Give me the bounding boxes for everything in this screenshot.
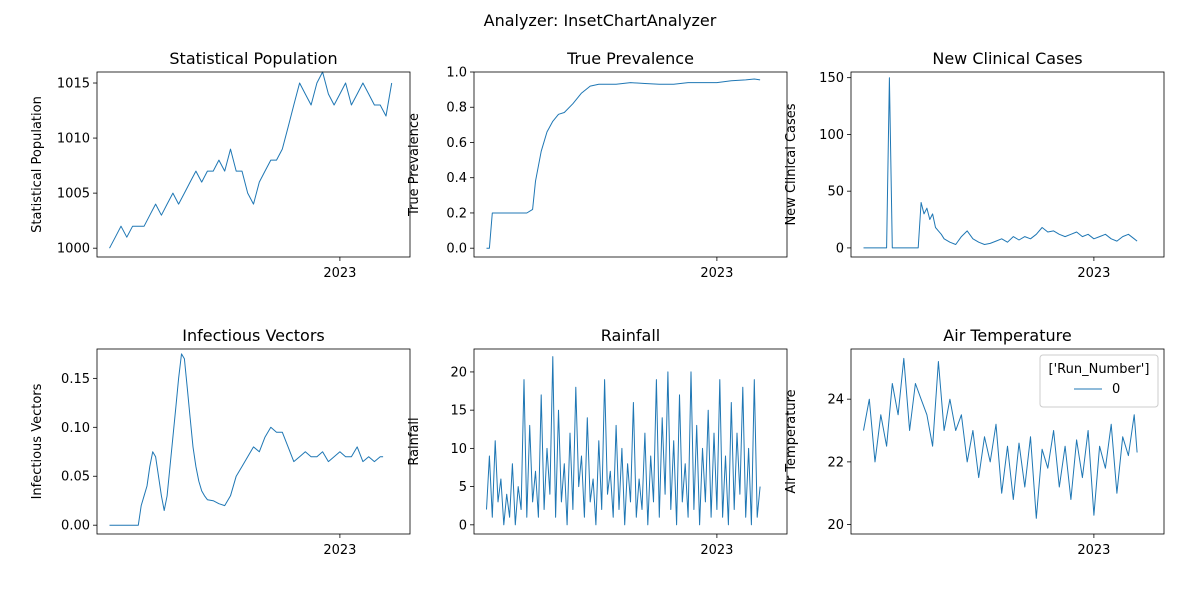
y-axis-label: New Clinical Cases	[784, 103, 799, 225]
x-tick-label: 2023	[700, 266, 733, 281]
axes-frame	[96, 71, 411, 258]
legend-title: ['Run_Number']	[1049, 362, 1150, 377]
y-tick-label: 1015	[57, 77, 90, 92]
y-tick-label: 0.6	[446, 136, 467, 151]
y-axis-label: True Prevalence	[407, 113, 422, 217]
axes-frame	[850, 71, 1165, 258]
subplot-2: True Prevalence True Prevalence 0.0 0.2 0.4 0…	[407, 49, 788, 281]
x-tick-label: 2023	[1077, 266, 1110, 281]
subplot-6: Air Temperature Air Temperature 20 22 24 2023…	[784, 326, 1165, 558]
y-axis-label: Statistical Population	[30, 96, 45, 233]
y-axis-label: Rainfall	[407, 417, 422, 465]
x-tick-label: 2023	[323, 543, 356, 558]
axes-frame	[473, 348, 788, 535]
subplot-4: Infectious Vectors Infectious Vectors 0.00…	[30, 326, 411, 558]
y-tick-label: 0.2	[446, 206, 467, 221]
series-line-run-0	[109, 71, 393, 249]
figure-suptitle: Analyzer: InsetChartAnalyzer	[484, 11, 717, 30]
y-tick-label: 22	[827, 455, 844, 470]
y-tick-label: 0	[836, 241, 844, 256]
y-tick-label: 24	[827, 393, 844, 408]
y-tick-label: 1005	[57, 187, 90, 202]
y-tick-label: 0.00	[61, 519, 90, 534]
axes-frame	[96, 348, 411, 535]
series-line-run-0	[486, 356, 761, 526]
y-tick-label: 0.8	[446, 101, 467, 116]
y-tick-label: 20	[827, 518, 844, 533]
y-tick-label: 1010	[57, 132, 90, 147]
y-tick-label: 0.0	[446, 242, 467, 257]
y-tick-label: 20	[450, 365, 467, 380]
subplot-grid: Statistical Population Statistical Popula…	[30, 49, 1165, 558]
series-line-run-0	[863, 77, 1138, 249]
y-tick-label: 150	[819, 71, 844, 86]
y-tick-label: 0.10	[61, 421, 90, 436]
y-tick-label: 0.05	[61, 470, 90, 485]
x-tick-label: 2023	[700, 543, 733, 558]
subplot-1: Statistical Population Statistical Popula…	[30, 49, 411, 281]
y-tick-label: 10	[450, 442, 467, 457]
legend: ['Run_Number'] 0	[1039, 354, 1159, 408]
y-axis-label: Infectious Vectors	[30, 383, 45, 499]
subplot-title: Rainfall	[601, 326, 660, 345]
y-tick-label: 50	[827, 185, 844, 200]
axes-frame	[473, 71, 788, 258]
y-tick-label: 15	[450, 404, 467, 419]
subplot-title: Statistical Population	[169, 49, 337, 68]
y-tick-label: 100	[819, 128, 844, 143]
series-line-run-0	[486, 78, 761, 249]
y-tick-label: 0	[459, 518, 467, 533]
y-axis-label: Air Temperature	[784, 389, 799, 493]
y-tick-label: 1000	[57, 242, 90, 257]
y-tick-label: 0.4	[446, 171, 467, 186]
series-line-run-0	[109, 353, 384, 526]
axes-frame	[850, 348, 1165, 535]
series-line-run-0	[863, 357, 1138, 519]
legend-box	[1039, 354, 1159, 408]
y-tick-label: 5	[459, 480, 467, 495]
x-tick-label: 2023	[1077, 543, 1110, 558]
subplot-title: True Prevalence	[566, 49, 694, 68]
subplot-title: Air Temperature	[943, 326, 1071, 345]
legend-label: 0	[1112, 382, 1120, 397]
subplot-title: Infectious Vectors	[182, 326, 325, 345]
subplot-3: New Clinical Cases New Clinical Cases 0 50 1…	[784, 49, 1165, 281]
subplot-5: Rainfall Rainfall 0 5 10 15 20 2023	[407, 326, 788, 558]
y-tick-label: 1.0	[446, 66, 467, 81]
y-tick-label: 0.15	[61, 372, 90, 387]
x-tick-label: 2023	[323, 266, 356, 281]
subplot-title: New Clinical Cases	[932, 49, 1082, 68]
